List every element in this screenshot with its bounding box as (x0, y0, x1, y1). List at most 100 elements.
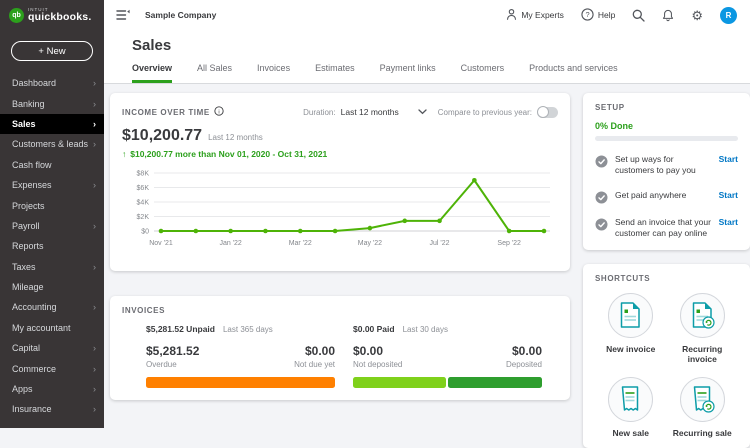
not-due-label: Not due yet (294, 360, 335, 369)
invoices-card-title: INVOICES (122, 306, 558, 315)
setup-start-link[interactable]: Start (719, 217, 738, 227)
toggle-knob (537, 106, 549, 118)
setup-item-send-an-invoice-that-your-customer-can-pay-online: Send an invoice that your customer can p… (595, 217, 738, 240)
sidebar-item-label: Customers & leads (12, 139, 88, 149)
svg-text:$4K: $4K (137, 200, 150, 207)
sidebar-item-label: Mileage (12, 282, 44, 292)
paid-group: $0.00 Paid Last 30 days $0.00 Not deposi… (353, 324, 542, 388)
sidebar-item-payroll[interactable]: Payroll› (0, 216, 104, 236)
page-title: Sales (132, 37, 750, 54)
invoice-icon (608, 293, 653, 338)
data-point[interactable] (437, 219, 442, 224)
income-amount-period: Last 12 months (208, 133, 263, 142)
my-experts-button[interactable]: My Experts (506, 8, 564, 23)
sidebar-item-dashboard[interactable]: Dashboard› (0, 73, 104, 93)
paid-bar[interactable] (353, 377, 542, 388)
deposited-bar-segment[interactable] (448, 377, 542, 388)
invoices-card: INVOICES $5,281.52 Unpaid Last 365 days … (110, 296, 570, 400)
overdue-label: Overdue (146, 360, 199, 369)
data-point[interactable] (507, 229, 512, 234)
sidebar-item-taxes[interactable]: Taxes› (0, 257, 104, 277)
tab-customers[interactable]: Customers (461, 63, 505, 83)
sidebar-item-my-accountant[interactable]: My accountant (0, 318, 104, 338)
data-point[interactable] (159, 229, 164, 234)
data-point[interactable] (368, 226, 373, 231)
up-arrow-icon: ↑ (122, 149, 126, 159)
sidebar-item-apps[interactable]: Apps› (0, 379, 104, 399)
sidebar-item-label: Reports (12, 241, 44, 251)
shortcut-recurring-invoice[interactable]: Recurring invoice (667, 293, 739, 364)
sidebar-item-commerce[interactable]: Commerce› (0, 358, 104, 378)
overdue-bar-segment[interactable] (146, 377, 335, 388)
sidebar-item-reports[interactable]: Reports (0, 236, 104, 256)
not-deposited-amount: $0.00 (353, 344, 402, 358)
sidebar-item-projects[interactable]: Projects (0, 195, 104, 215)
settings-icon[interactable]: ⚙ (691, 9, 703, 22)
recurring-sale-icon (680, 377, 725, 422)
svg-text:$8K: $8K (137, 171, 150, 178)
overdue-amount: $5,281.52 (146, 344, 199, 358)
income-delta-text: $10,200.77 more than Nov 01, 2020 - Oct … (130, 149, 327, 159)
not-deposited-label: Not deposited (353, 360, 402, 369)
help-button[interactable]: ? Help (581, 8, 615, 23)
data-point[interactable] (542, 229, 547, 234)
notifications-icon[interactable] (662, 9, 674, 22)
sidebar-item-cash-flow[interactable]: Cash flow (0, 155, 104, 175)
sidebar-item-customers-leads[interactable]: Customers & leads› (0, 134, 104, 154)
data-point[interactable] (333, 229, 338, 234)
duration-label: Duration: (303, 108, 335, 117)
data-point[interactable] (228, 229, 233, 234)
shortcut-new-sale[interactable]: New sale (595, 377, 667, 438)
sidebar-item-label: Sales (12, 119, 36, 129)
shortcut-new-invoice[interactable]: New invoice (595, 293, 667, 364)
sidebar-item-sales[interactable]: Sales› (0, 114, 104, 134)
compare-toggle[interactable] (537, 107, 558, 118)
svg-text:May '22: May '22 (358, 240, 382, 247)
topbar: qb INTUIT quickbooks. Sample Company My … (0, 0, 750, 30)
sidebar-item-capital[interactable]: Capital› (0, 338, 104, 358)
sidebar-item-label: Expenses (12, 180, 52, 190)
chevron-down-icon[interactable] (418, 109, 427, 115)
sidebar-item-banking[interactable]: Banking› (0, 93, 104, 113)
tab-payment-links[interactable]: Payment links (380, 63, 436, 83)
income-delta: ↑ $10,200.77 more than Nov 01, 2020 - Oc… (122, 149, 558, 159)
data-point[interactable] (402, 219, 407, 224)
check-circle-icon (595, 218, 608, 231)
sidebar-item-label: Apps (12, 384, 33, 394)
avatar[interactable]: R (720, 7, 737, 24)
collapse-sidebar-icon[interactable] (116, 9, 130, 21)
tab-products-and-services[interactable]: Products and services (529, 63, 618, 83)
search-icon[interactable] (632, 9, 645, 22)
info-icon[interactable]: i (214, 103, 224, 121)
data-point[interactable] (298, 229, 303, 234)
shortcut-label: Recurring invoice (667, 344, 739, 364)
tab-all-sales[interactable]: All Sales (197, 63, 232, 83)
data-point[interactable] (263, 229, 268, 234)
duration-select[interactable]: Last 12 months (341, 107, 399, 117)
not-deposited-bar-segment[interactable] (353, 377, 446, 388)
sidebar-item-accounting[interactable]: Accounting› (0, 297, 104, 317)
shortcut-label: Recurring sale (673, 428, 732, 438)
shortcut-recurring-sale[interactable]: Recurring sale (667, 377, 739, 438)
unpaid-bar[interactable] (146, 377, 335, 388)
svg-text:Jul '22: Jul '22 (430, 240, 450, 247)
sidebar-item-mileage[interactable]: Mileage (0, 277, 104, 297)
svg-text:Sep '22: Sep '22 (497, 240, 521, 247)
recurring-invoice-icon (680, 293, 725, 338)
data-point[interactable] (194, 229, 199, 234)
sidebar-item-expenses[interactable]: Expenses› (0, 175, 104, 195)
tab-estimates[interactable]: Estimates (315, 63, 355, 83)
sidebar-item-insurance[interactable]: Insurance› (0, 399, 104, 419)
setup-start-link[interactable]: Start (719, 154, 738, 164)
data-point[interactable] (472, 178, 477, 183)
tab-invoices[interactable]: Invoices (257, 63, 290, 83)
tab-bar: Overview All Sales Invoices Estimates Paymen… (132, 63, 750, 83)
new-button[interactable]: + New (11, 41, 93, 61)
left-column: INCOME OVER TIME i Duration: Last 12 mon… (110, 93, 570, 400)
chevron-right-icon: › (93, 404, 96, 414)
tab-overview[interactable]: Overview (132, 63, 172, 83)
setup-start-link[interactable]: Start (719, 190, 738, 200)
unpaid-headline: $5,281.52 Unpaid (146, 324, 215, 334)
